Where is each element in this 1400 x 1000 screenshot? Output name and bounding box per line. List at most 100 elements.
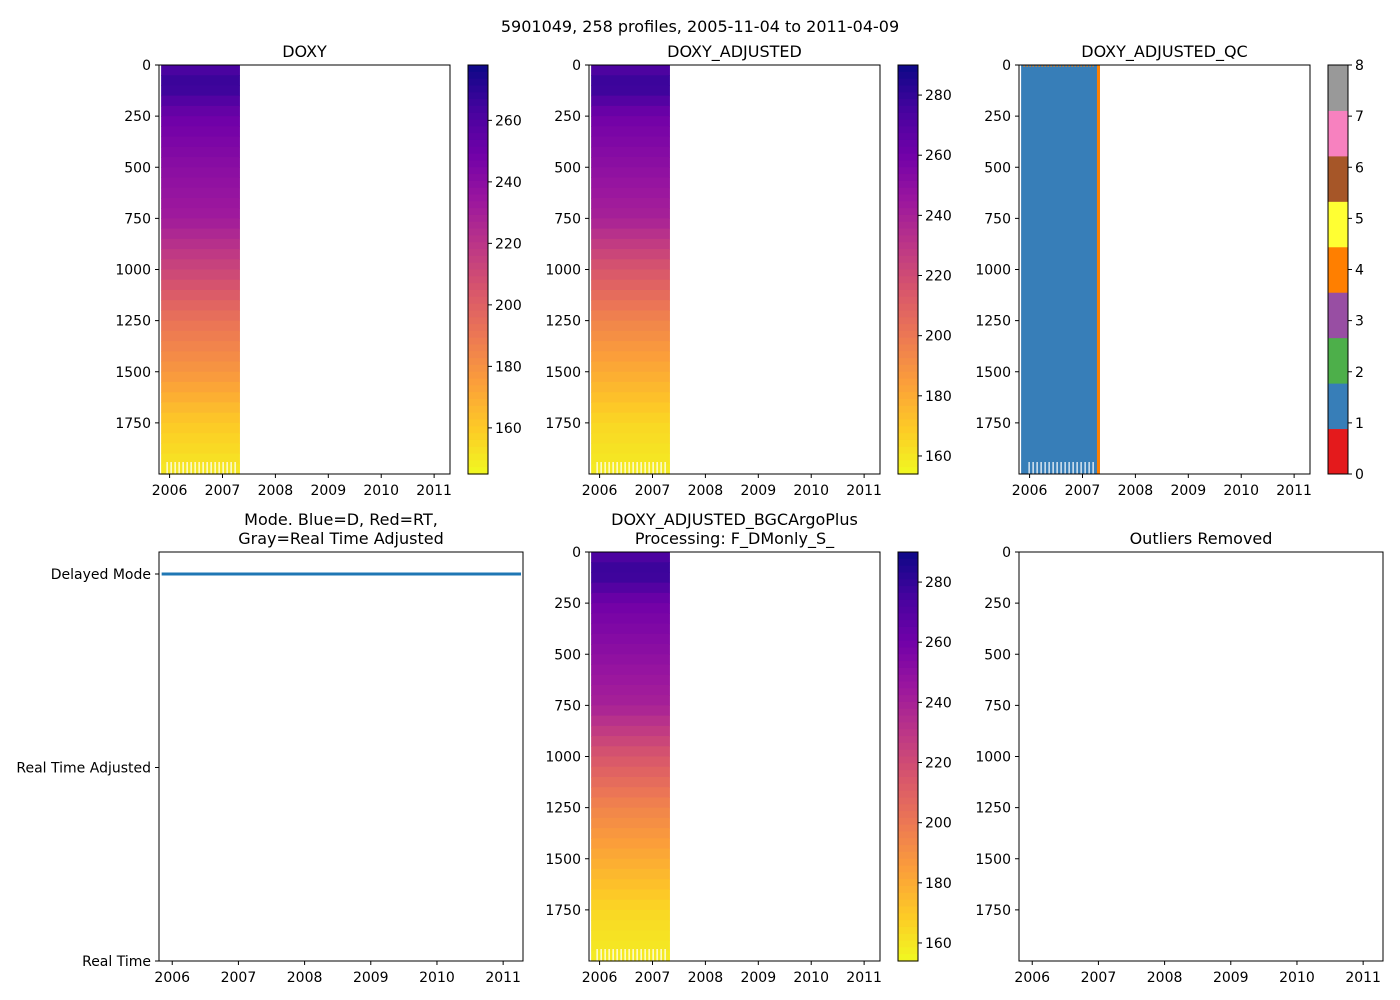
panel-doxy-heatmap-band	[161, 167, 240, 179]
panel-doxy_adj-colorbar-step	[898, 364, 918, 373]
panel-bgc-heatmap-band	[591, 868, 670, 880]
panel-doxy_qc-title: DOXY_ADJUSTED_QC	[1081, 42, 1247, 62]
panel-bgc-colorbar-step	[898, 756, 918, 764]
panel-doxy-colorbar-step	[468, 78, 488, 87]
panel-bgc-colorbar-step	[898, 613, 918, 621]
panel-doxy_qc-colorbar-flag-2	[1328, 337, 1348, 384]
panel-mode-ytick-label-2: Real Time	[82, 954, 151, 970]
panel-doxy-colorbar-step	[468, 405, 488, 414]
panel-doxy_adj-colorbar-step	[898, 153, 918, 162]
panel-doxy_adj-heatmap-band	[591, 249, 670, 260]
panel-doxy-heatmap-band	[161, 146, 240, 158]
panel-doxy_adj-xtick-label-2007: 2007	[635, 483, 671, 499]
panel-bgc-colorbar-step	[898, 674, 918, 683]
panel-doxy-title-line-1: DOXY	[282, 42, 327, 61]
panel-doxy-heatmap-band	[161, 249, 240, 260]
panel-bgc-heatmap-band	[591, 746, 670, 758]
panel-doxy_adj-heatmap-band	[591, 75, 670, 87]
panel-bgc-xtick-label-2011: 2011	[846, 970, 882, 986]
panel-doxy-colorbar-step	[468, 371, 488, 380]
panel-bgc-colorbar-step	[898, 838, 918, 846]
panel-mode-ytick-label-1: Real Time Adjusted	[16, 761, 151, 777]
panel-outliers-ytick-label-1750: 1750	[975, 903, 1011, 919]
panel-doxy_adj-colorbar-step	[898, 460, 918, 468]
panel-bgc-heatmap-band	[591, 725, 670, 737]
panel-bgc-heatmap-band	[591, 838, 670, 850]
panel-bgc-colorbar-step	[898, 640, 918, 649]
panel-doxy-colorbar-step	[468, 426, 488, 434]
panel-outliers-ytick-label-0: 0	[1002, 545, 1011, 561]
panel-bgc-heatmap-band	[591, 592, 670, 604]
panel-bgc-heatmap	[591, 552, 670, 962]
panel-bgc-title: DOXY_ADJUSTED_BGCArgoPlus Processing: F_D…	[611, 510, 858, 549]
panel-doxy-heatmap-band	[161, 330, 240, 342]
panel-outliers-xtick-label-2010: 2010	[1279, 970, 1315, 986]
panel-mode-xtick-label-2008: 2008	[287, 970, 323, 986]
panel-bgc-heatmap-band	[591, 899, 670, 911]
panel-doxy_adj-colorbar-step	[898, 112, 918, 121]
panel-doxy_adj-colorbar-step	[898, 262, 918, 271]
panel-bgc-heatmap-band	[591, 930, 670, 942]
panel-doxy_adj-heatmap-band	[591, 197, 670, 209]
panel-doxy_qc-ytick-label-1500: 1500	[975, 365, 1011, 381]
panel-doxy-colorbar-step	[468, 194, 488, 202]
panel-bgc-heatmap-band	[591, 705, 670, 717]
panel-doxy-title: DOXY	[282, 42, 327, 61]
panel-bgc-ytick-label-750: 750	[554, 698, 581, 714]
panel-doxy-heatmap-band	[161, 300, 240, 311]
panel-doxy-xtick-label-2006: 2006	[152, 483, 188, 499]
panel-doxy_adj-heatmap-band	[591, 371, 670, 383]
panel-doxy-colorbar-step	[468, 105, 488, 114]
panel-doxy_adj-colorbar-step	[898, 344, 918, 352]
panel-doxy-heatmap-band	[161, 381, 240, 393]
panel-bgc-colorbar-step	[898, 920, 918, 928]
panel-bgc-colorbar-step	[898, 763, 918, 771]
panel-bgc-heatmap-band	[591, 654, 670, 666]
panel-doxy_adj-heatmap-band	[591, 412, 670, 424]
panel-doxy-heatmap-band	[161, 412, 240, 424]
panel-doxy_adj-colorbar-step	[898, 160, 918, 168]
panel-bgc-colorbar-step	[898, 654, 918, 662]
panel-doxy_adj-colorbar-step	[898, 276, 918, 284]
panel-mode-xtick-label-2007: 2007	[221, 970, 257, 986]
panel-bgc-colorbar-step	[898, 715, 918, 724]
panel-bgc-colorbar-step	[898, 701, 918, 710]
panel-doxy-ytick-label-1000: 1000	[115, 263, 151, 279]
panel-bgc-colorbar-step	[898, 722, 918, 730]
panel-doxy-ytick-label-1750: 1750	[115, 416, 151, 432]
panel-doxy_adj-colorbar-step	[898, 433, 918, 441]
panel-doxy_qc-colorbar-label-6: 6	[1355, 160, 1364, 176]
panel-doxy_adj-ytick-label-750: 750	[554, 211, 581, 227]
panel-bgc-colorbar-frame	[897, 551, 919, 962]
panel-doxy-colorbar-label-220: 220	[495, 236, 522, 252]
panel-doxy_qc-ytick-label-1000: 1000	[975, 263, 1011, 279]
panel-outliers-ytick-label-1500: 1500	[975, 852, 1011, 868]
panel-doxy_qc-ytick-label-1750: 1750	[975, 416, 1011, 432]
panel-doxy_adj-heatmap-band	[591, 443, 670, 455]
panel-doxy-colorbar-step	[468, 412, 488, 421]
panel-doxy-heatmap-band	[161, 320, 240, 332]
panel-bgc-colorbar-step	[898, 695, 918, 703]
panel-doxy-ytick-label-750: 750	[124, 211, 151, 227]
panel-doxy_adj-colorbar-step	[898, 446, 918, 455]
panel-doxy-heatmap-band	[161, 310, 240, 322]
panel-doxy_adj-xtick-label-2006: 2006	[582, 483, 618, 499]
panel-bgc-colorbar-step	[898, 558, 918, 567]
panel-doxy_qc-ytick-label-250: 250	[984, 109, 1011, 125]
panel-doxy-colorbar-label-240: 240	[495, 175, 522, 191]
panel-bgc-colorbar-step	[898, 708, 918, 717]
panel-doxy_adj-colorbar-step	[898, 119, 918, 127]
panel-bgc-colorbar: 160 180 200 220 240 260 280	[897, 551, 952, 962]
panel-doxy_adj-colorbar-step	[898, 194, 918, 202]
panel-doxy-colorbar-step	[468, 180, 488, 189]
panel-bgc-colorbar-step	[898, 926, 918, 935]
panel-doxy-heatmap-band	[161, 351, 240, 363]
panel-doxy_adj-ytick-label-1000: 1000	[545, 263, 581, 279]
panel-doxy-heatmap-band	[161, 341, 240, 352]
panel-doxy-colorbar-step	[468, 187, 488, 196]
panel-bgc-colorbar-step	[898, 579, 918, 587]
panel-doxy_qc-xtick-label-2010: 2010	[1223, 483, 1259, 499]
panel-bgc-heatmap-band	[591, 879, 670, 891]
panel-doxy-ytick-label-1500: 1500	[115, 365, 151, 381]
